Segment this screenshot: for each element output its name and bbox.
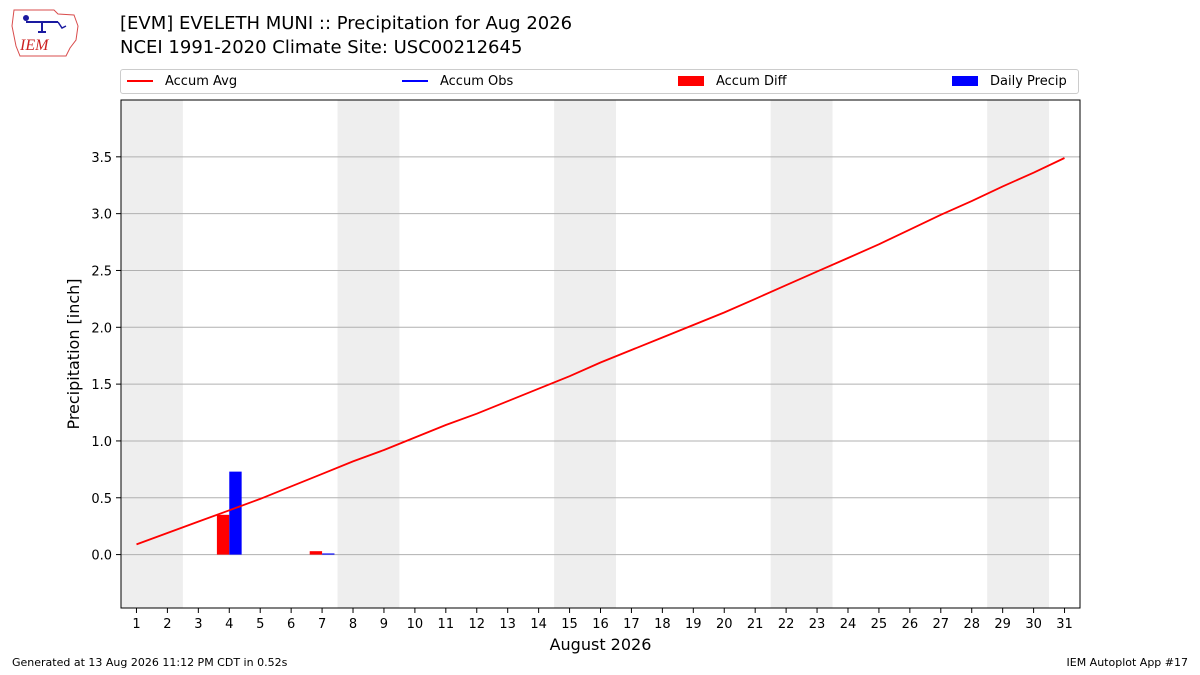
y-tick-label-6: 3.0 — [91, 208, 112, 223]
y-tick-label-0: 0.0 — [91, 549, 112, 564]
legend-swatch-accum-diff — [678, 75, 704, 86]
footer-generated: Generated at 13 Aug 2026 11:12 PM CDT in… — [12, 656, 288, 669]
bar-daily-precip-7 — [322, 553, 335, 555]
legend-item-accum-avg: Accum Avg — [127, 74, 237, 90]
x-tick-label-23: 23 — [809, 617, 826, 632]
weekend-band-0 — [121, 100, 183, 608]
x-tick-label-21: 21 — [747, 617, 764, 632]
bar-accum-diff-7 — [309, 551, 323, 555]
y-tick-label-4: 2.0 — [91, 321, 112, 336]
weekend-band-3 — [770, 100, 833, 608]
bar-daily-precip-4 — [229, 471, 242, 555]
bar-accum-diff-4 — [216, 514, 230, 555]
x-tick-label-3: 3 — [194, 617, 202, 632]
legend-label-accum-obs: Accum Obs — [440, 74, 514, 89]
x-tick-label-25: 25 — [871, 617, 888, 632]
y-tick-label-1: 0.5 — [91, 492, 112, 507]
iem-logo: IEM — [11, 9, 79, 57]
x-tick-label-12: 12 — [468, 617, 485, 632]
x-tick-label-18: 18 — [654, 617, 671, 632]
x-tick-label-6: 6 — [287, 617, 295, 632]
logo-text: IEM — [19, 37, 50, 54]
x-tick-label-8: 8 — [349, 617, 357, 632]
weekend-band-2 — [554, 100, 616, 608]
x-tick-label-16: 16 — [592, 617, 609, 632]
x-tick-label-22: 22 — [778, 617, 795, 632]
legend-label-accum-diff: Accum Diff — [716, 74, 787, 89]
title-block: [EVM] EVELETH MUNI :: Precipitation for … — [120, 12, 572, 60]
x-tick-label-4: 4 — [225, 617, 233, 632]
legend-swatch-daily-precip — [952, 75, 978, 86]
series-line-accum-avg — [136, 157, 1065, 546]
legend-item-daily-precip: Daily Precip — [952, 74, 1067, 90]
x-tick-label-19: 19 — [685, 617, 702, 632]
x-tick-label-17: 17 — [623, 617, 640, 632]
x-tick-label-2: 2 — [163, 617, 171, 632]
x-tick-label-20: 20 — [716, 617, 733, 632]
x-tick-label-26: 26 — [902, 617, 919, 632]
y-tick-label-5: 2.5 — [91, 264, 112, 279]
x-tick-label-28: 28 — [963, 617, 980, 632]
x-tick-label-29: 29 — [994, 617, 1011, 632]
x-tick-label-24: 24 — [840, 617, 857, 632]
x-tick-label-1: 1 — [132, 617, 140, 632]
weekend-band-1 — [337, 100, 400, 608]
legend-swatch-accum-obs — [402, 79, 428, 82]
x-tick-label-31: 31 — [1056, 617, 1073, 632]
chart-subtitle: NCEI 1991-2020 Climate Site: USC00212645 — [120, 37, 523, 58]
x-tick-label-11: 11 — [438, 617, 455, 632]
legend-item-accum-diff: Accum Diff — [678, 74, 787, 90]
y-axis-label: Precipitation [inch] — [64, 278, 83, 429]
y-tick-label-2: 1.0 — [91, 435, 112, 450]
x-tick-label-30: 30 — [1025, 617, 1042, 632]
x-tick-label-13: 13 — [499, 617, 516, 632]
x-tick-label-15: 15 — [561, 617, 578, 632]
x-tick-label-27: 27 — [933, 617, 950, 632]
legend-swatch-accum-avg — [127, 79, 153, 82]
y-tick-label-7: 3.5 — [91, 151, 112, 166]
y-tick-label-3: 1.5 — [91, 378, 112, 393]
x-tick-label-10: 10 — [407, 617, 424, 632]
footer-app: IEM Autoplot App #17 — [1066, 656, 1189, 669]
x-tick-label-14: 14 — [530, 617, 547, 632]
chart-title: [EVM] EVELETH MUNI :: Precipitation for … — [120, 13, 573, 34]
legend-item-accum-obs: Accum Obs — [402, 74, 513, 90]
weekend-band-4 — [987, 100, 1050, 608]
x-tick-label-7: 7 — [318, 617, 326, 632]
x-tick-label-9: 9 — [380, 617, 388, 632]
x-tick-label-5: 5 — [256, 617, 264, 632]
legend-label-accum-avg: Accum Avg — [165, 74, 238, 89]
legend-label-daily-precip: Daily Precip — [990, 74, 1067, 89]
x-axis-label: August 2026 — [550, 635, 652, 654]
chart-legend: Accum Avg Accum Obs Accum Diff Daily Pre… — [120, 69, 1079, 94]
